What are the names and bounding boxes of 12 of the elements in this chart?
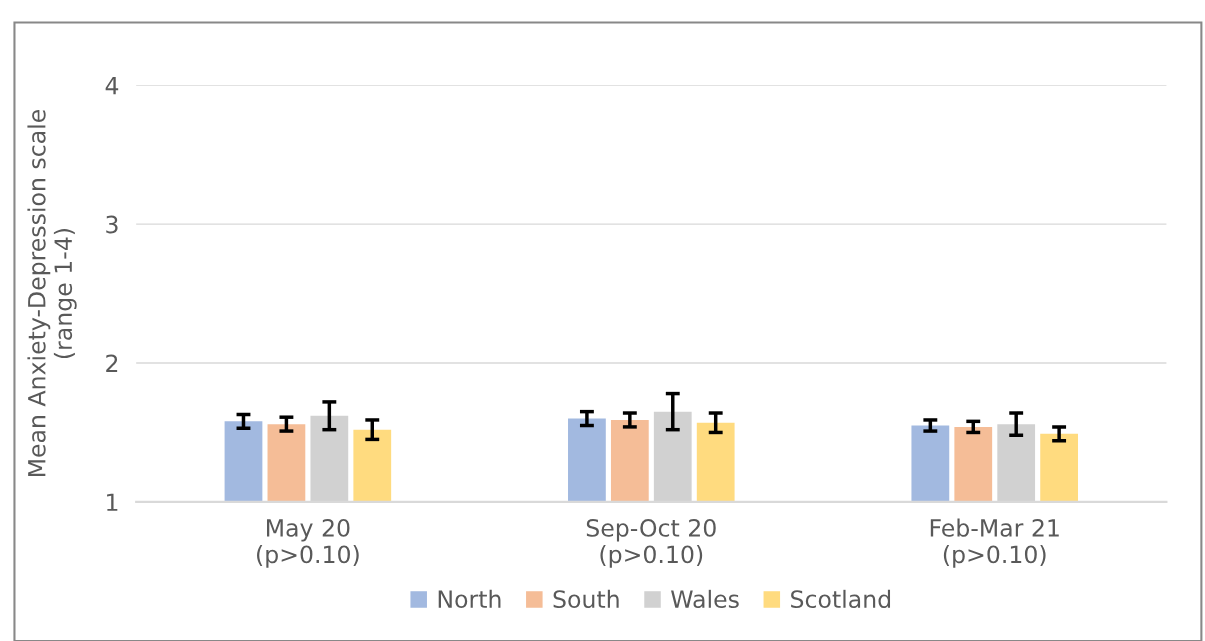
y-axis-title: Mean Anxiety-Depression scale (range 1-4) [27,110,77,477]
legend-label: Wales [671,589,739,609]
y-tick-label: 1 [107,493,118,511]
x-tick-label: Sep-Oct 20 (p>0.10) [586,518,716,568]
x-tick-label: May 20 (p>0.10) [257,518,359,568]
y-tick-label: 2 [106,354,118,372]
x-tick-label: Feb-Mar 21 (p>0.10) [930,518,1059,568]
legend-label: North [438,589,501,609]
legend-label: South [553,589,619,609]
y-tick-label: 3 [106,215,118,234]
legend-label: Scotland [791,589,891,609]
y-tick-label: 4 [105,77,119,95]
